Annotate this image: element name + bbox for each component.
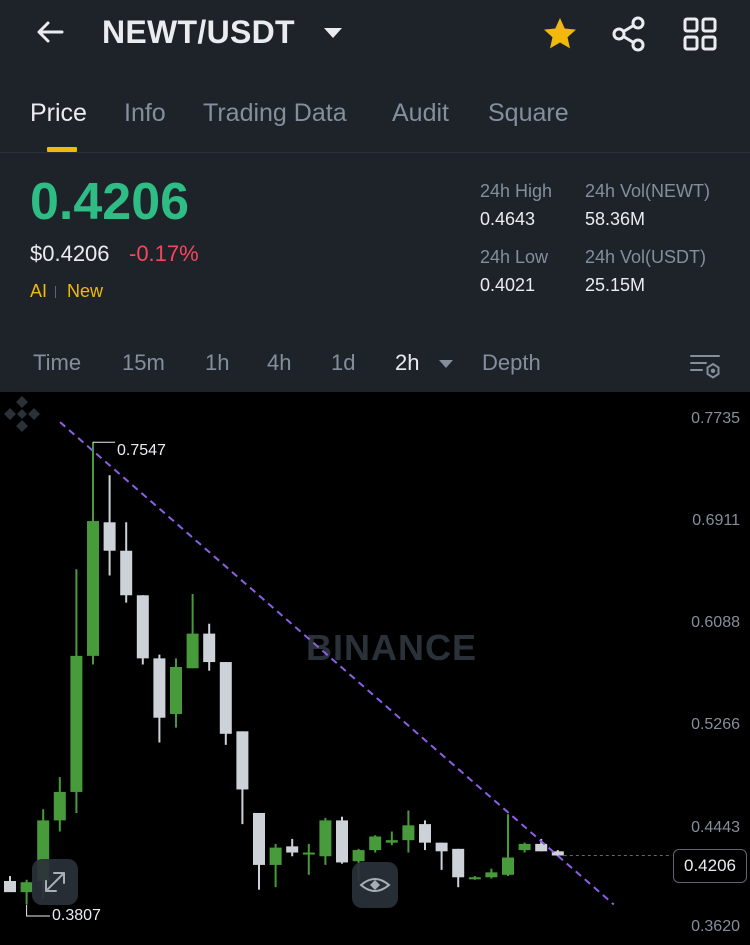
price-change-percent: -0.17% [129,241,199,266]
chart-min-price-label: 0.3807 [52,907,101,924]
candle-body [535,843,548,852]
candle-body [236,731,249,790]
tab-audit[interactable]: Audit [392,99,449,127]
expand-icon [45,872,65,892]
high-24h-value: 0.4643 [480,209,536,229]
candle-body [120,550,133,596]
candle-body [369,836,382,851]
candle-body [435,842,448,852]
y-axis-label: 0.5266 [691,716,740,733]
usd-price: $0.4206 [30,241,110,266]
last-price: 0.4206 [30,173,190,231]
vol-quote-value: 25.15M [585,275,646,295]
high-24h-label: 24h High [480,181,553,201]
chart-settings-icon[interactable] [688,348,722,382]
candle-body [136,595,149,659]
candle-body [518,843,531,851]
candle-body [502,857,514,875]
y-axis-label: 0.6911 [692,512,740,529]
share-icon[interactable] [609,14,649,54]
tag-ai[interactable]: AI [30,281,48,301]
trendline [59,421,615,906]
interval-time[interactable]: Time [33,350,82,375]
candlestick-chart[interactable]: BINANCE 0.7735 0.6911 0.6088 0.5266 0.44… [0,392,750,945]
trading-pair-title[interactable]: NEWT/USDT [102,14,295,50]
interval-1d[interactable]: 1d [331,350,356,375]
candle-body [352,850,365,862]
low-24h-label: 24h Low [480,247,549,267]
current-price-tag[interactable]: 0.4206 [673,849,747,883]
candle-body [302,852,315,855]
candle-body [53,791,66,821]
interval-selector: Time 15m 1h 4h 1d 2h Depth [0,340,750,392]
tab-price[interactable]: Price [30,99,87,127]
page-tabs: Price Info Trading Data Audit Square [0,95,750,153]
app-header: NEWT/USDT [0,0,750,72]
vol-base-value: 58.36M [585,209,646,229]
candle-body [269,847,282,865]
candle-body [286,846,299,853]
candle-body [485,872,498,878]
candle-body [219,662,232,734]
tag-new[interactable]: New [67,281,104,301]
tag-divider [55,286,56,298]
binance-watermark-logo [4,396,40,432]
candle-body [319,820,332,857]
pair-dropdown-caret-icon[interactable] [324,28,342,38]
candle-body [402,825,415,841]
star-icon[interactable] [540,14,580,54]
candle-body [4,880,16,893]
toggle-indicators-button[interactable] [352,862,398,908]
interval-depth[interactable]: Depth [482,350,541,375]
y-axis-label: 0.6088 [691,614,740,631]
eye-icon [359,878,391,892]
candle-body [203,633,216,663]
candle-body [253,812,265,865]
vol-base-label: 24h Vol(NEWT) [585,181,711,201]
candle-body [452,848,465,878]
interval-dropdown-caret-icon[interactable] [439,360,453,368]
interval-15m[interactable]: 15m [122,350,165,375]
interval-4h[interactable]: 4h [267,350,292,375]
vol-quote-label: 24h Vol(USDT) [585,247,707,267]
candle-body [153,658,166,718]
interval-2h[interactable]: 2h [395,350,420,375]
candle-body [551,851,564,856]
active-tab-indicator [47,147,77,152]
candle-body [186,633,199,669]
candle-body [419,824,431,843]
fullscreen-button[interactable] [32,859,78,905]
tab-square[interactable]: Square [488,99,569,127]
low-24h-value: 0.4021 [480,275,536,295]
back-arrow-icon[interactable] [30,14,70,54]
tab-info[interactable]: Info [124,99,166,127]
candle-body [336,820,348,863]
tab-trading-data[interactable]: Trading Data [203,99,347,127]
interval-1h[interactable]: 1h [205,350,230,375]
y-axis-label: 0.4443 [691,819,740,836]
candle-body [103,522,116,551]
chart-canvas[interactable] [0,392,750,945]
candle-body [468,877,481,880]
candle-body [20,882,33,893]
candle-body [87,521,99,656]
candle-body [385,840,398,843]
y-axis-label: 0.3620 [691,918,740,935]
grid-icon[interactable] [680,14,720,54]
candle-body [170,667,182,715]
chart-max-price-label: 0.7547 [117,442,166,459]
candle-body [70,655,83,792]
min-marker-line [26,904,50,917]
y-axis-label: 0.7735 [691,410,740,427]
